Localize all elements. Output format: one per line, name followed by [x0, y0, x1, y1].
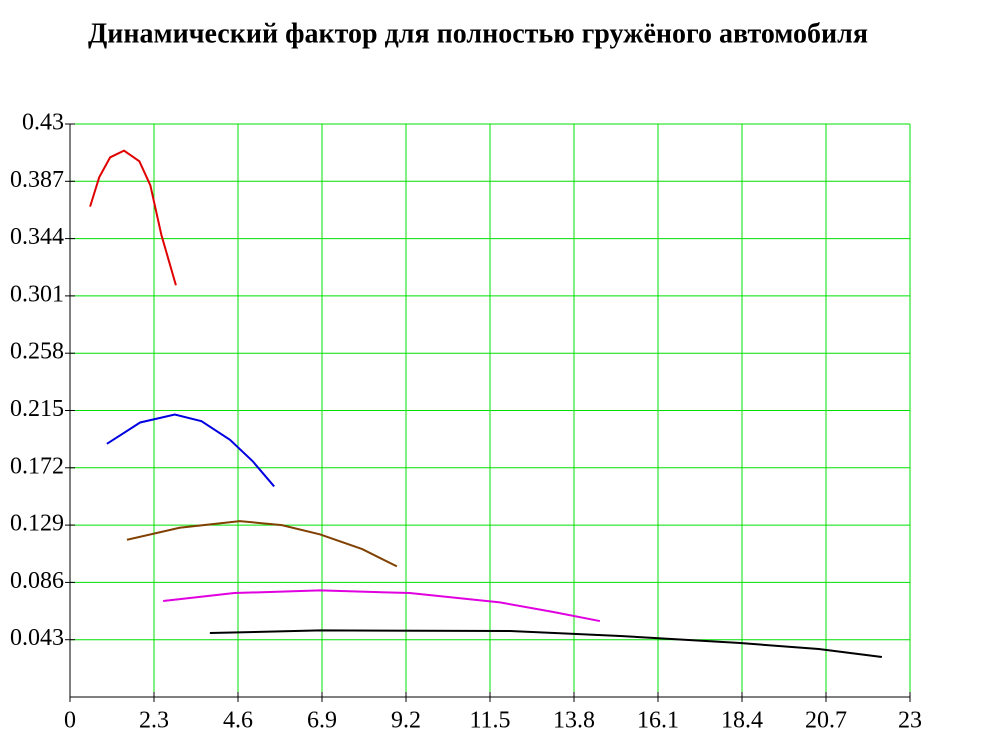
x-tick-label: 16.1: [637, 708, 679, 734]
y-tick-label: 0.043: [10, 625, 64, 651]
chart-title: Динамический фактор для полностью гружён…: [88, 18, 868, 49]
x-tick-label: 9.2: [391, 708, 421, 734]
series-line: [163, 589, 601, 623]
x-tick-label: 0: [64, 708, 76, 734]
x-tick-label: 11.5: [469, 708, 510, 734]
y-tick-label: 0.172: [10, 453, 64, 479]
series-line: [106, 413, 275, 488]
y-tick-label: 0.387: [10, 167, 64, 193]
y-tick-label: 0.344: [10, 224, 64, 250]
x-tick-label: 23: [898, 708, 922, 734]
y-tick-label: 0.43: [22, 110, 64, 136]
y-tick-label: 0.129: [10, 511, 64, 537]
series-line: [126, 520, 398, 568]
x-tick-label: 13.8: [553, 708, 595, 734]
x-tick-label: 4.6: [223, 708, 253, 734]
y-tick-label: 0.215: [10, 396, 64, 422]
x-tick-label: 18.4: [721, 708, 763, 734]
y-tick-label: 0.301: [10, 281, 64, 307]
x-tick-label: 20.7: [805, 708, 847, 734]
x-tick-label: 6.9: [307, 708, 337, 734]
x-tick-label: 2.3: [139, 708, 169, 734]
series-line: [89, 149, 177, 286]
y-tick-label: 0.258: [10, 339, 64, 365]
series-line: [209, 629, 883, 659]
y-tick-label: 0.086: [10, 568, 64, 594]
